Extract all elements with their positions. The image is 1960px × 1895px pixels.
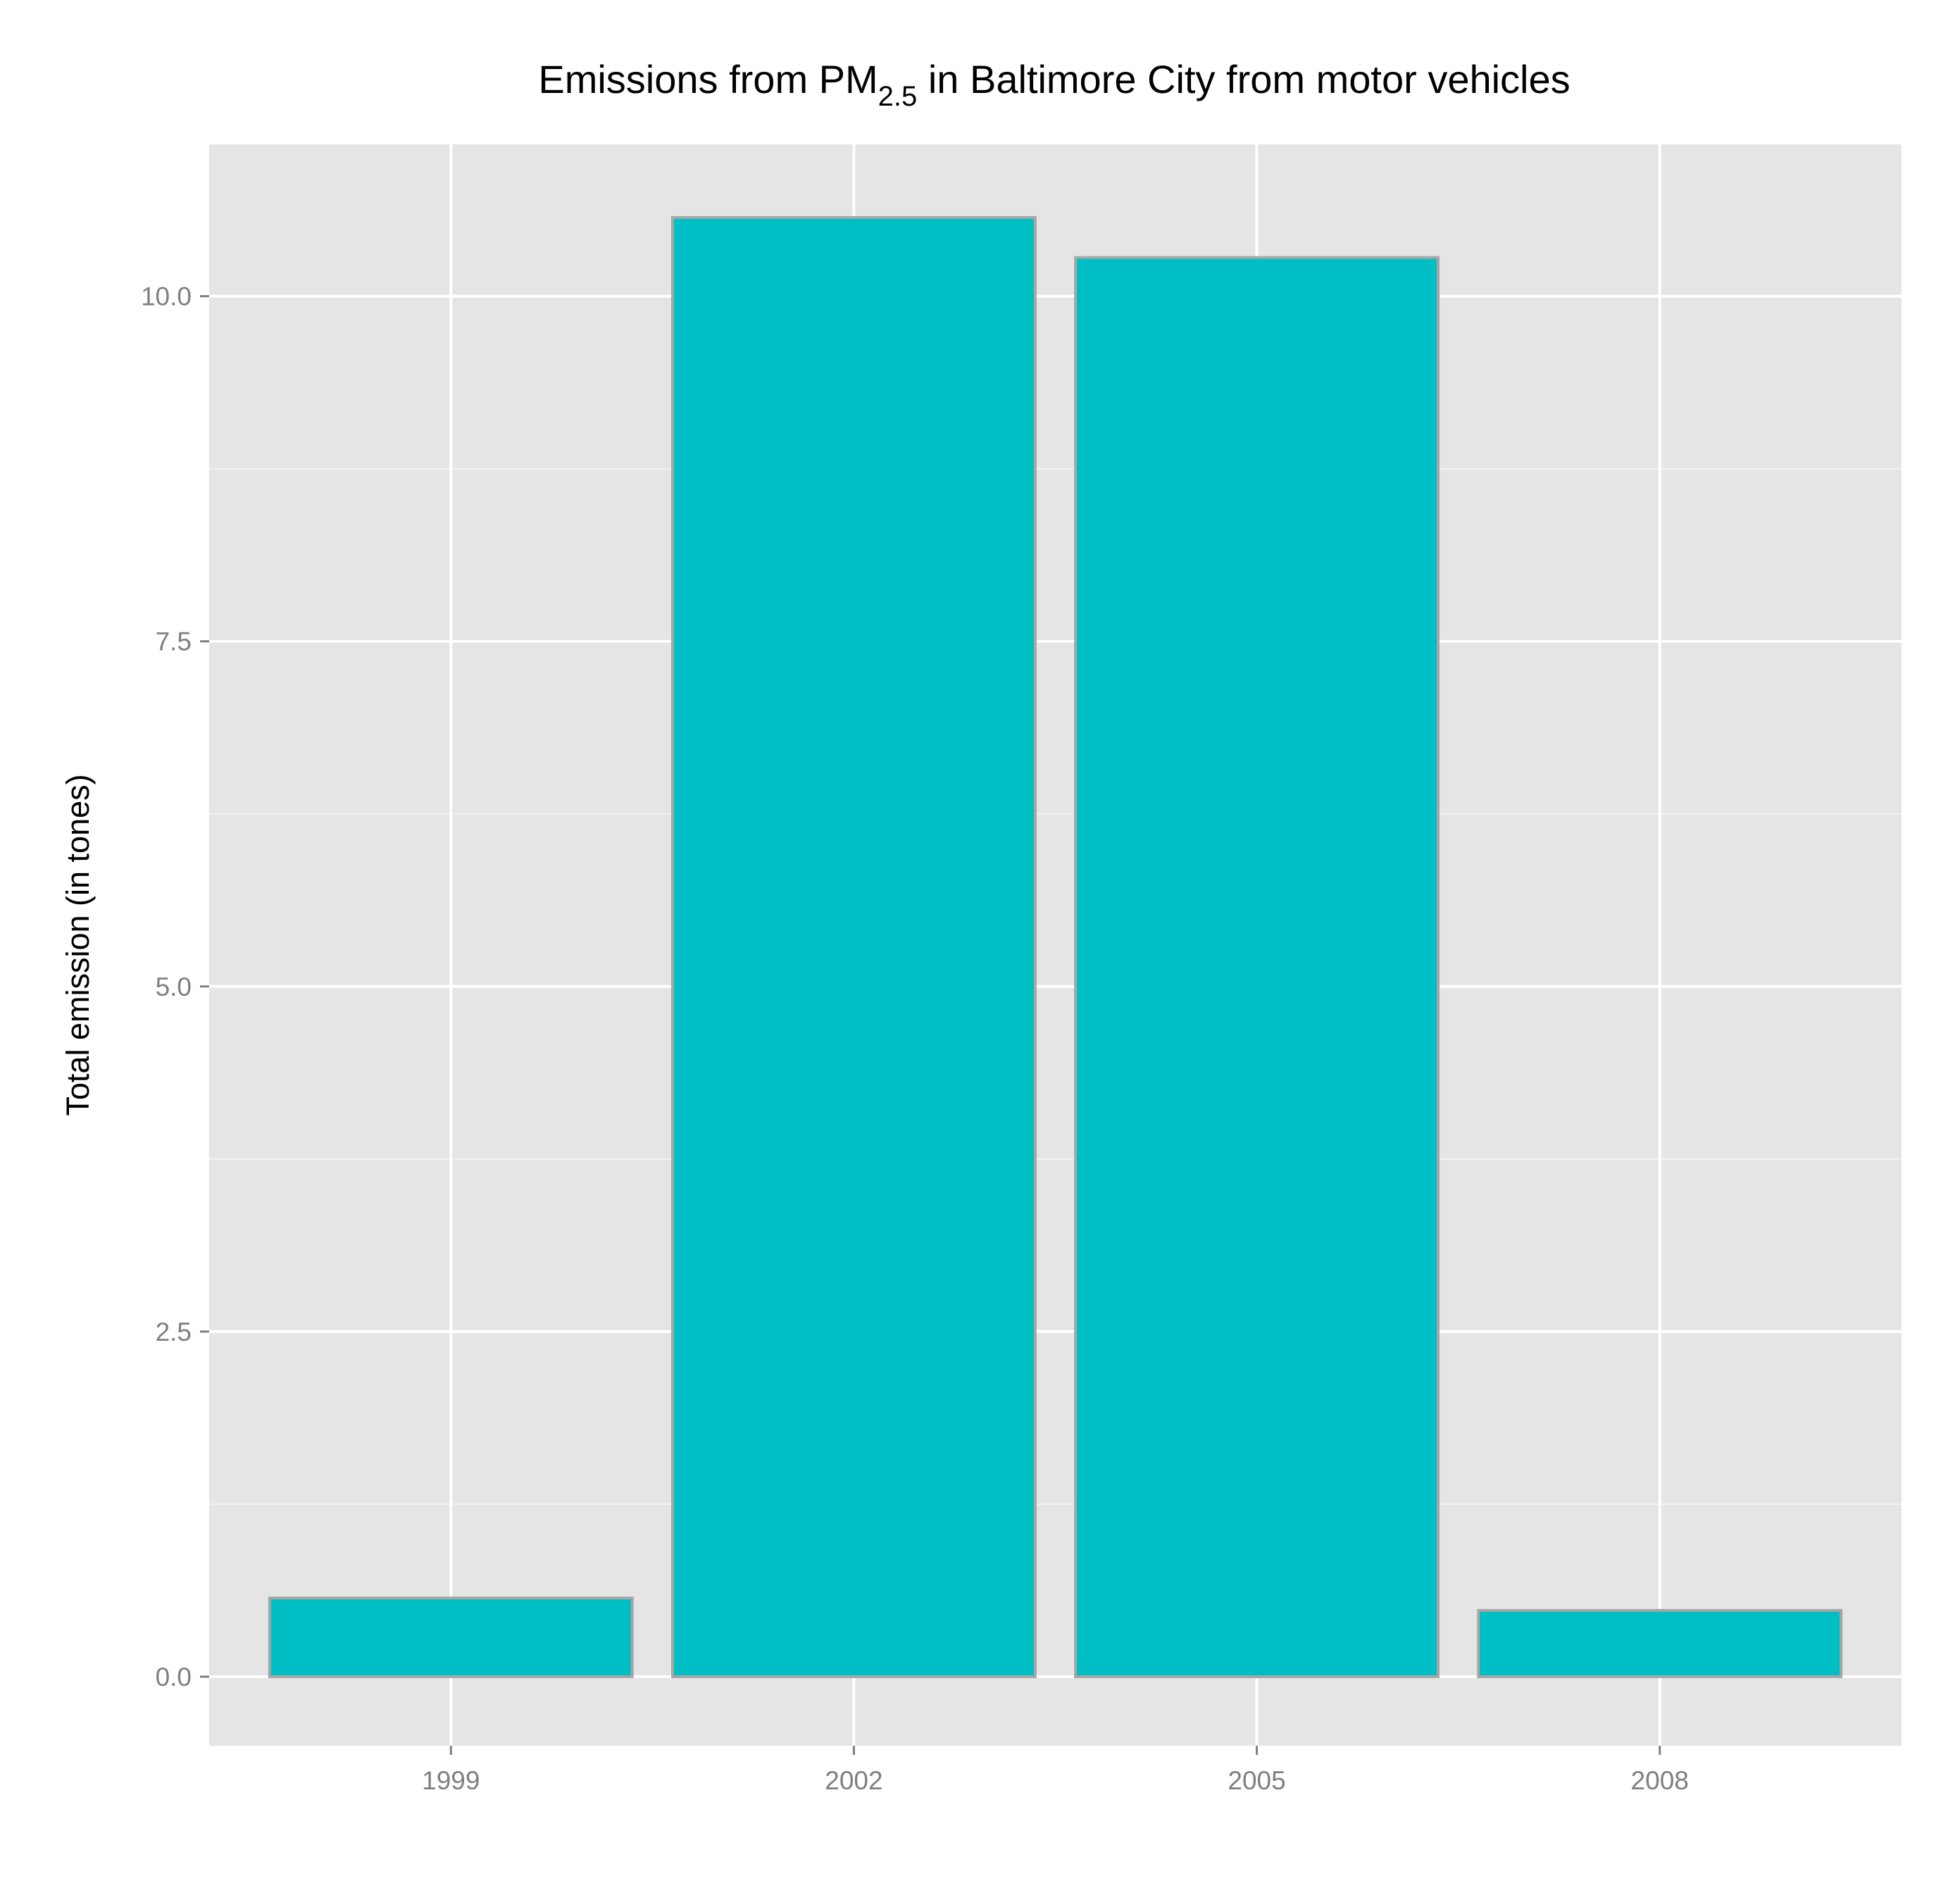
x-tick-label: 2005: [1228, 1766, 1285, 1795]
y-tick-label: 5.0: [156, 972, 192, 1001]
y-tick-label: 7.5: [156, 627, 192, 656]
x-tick-label: 1999: [422, 1766, 480, 1795]
chart-title-suffix: in Baltimore City from motor vehicles: [917, 57, 1570, 101]
x-tick-label: 2008: [1631, 1766, 1689, 1795]
bars: [268, 215, 1843, 1678]
y-axis: 0.0 2.5 5.0 7.5 10.0: [141, 282, 209, 1691]
y-axis-label: Total emission (in tones): [60, 774, 96, 1115]
bar-1999: [268, 1596, 634, 1678]
bar-2002: [670, 215, 1037, 1678]
y-tick-label: 10.0: [141, 282, 192, 311]
panel-background: [209, 144, 1902, 1746]
x-axis: 1999 2002 2005 2008: [422, 1746, 1689, 1795]
y-tick-label: 2.5: [156, 1318, 192, 1346]
chart-title-subscript: 2.5: [878, 81, 918, 112]
x-tick-label: 2002: [825, 1766, 882, 1795]
y-tick-label: 0.0: [156, 1663, 192, 1691]
bar-2008: [1477, 1608, 1843, 1678]
chart-title: Emissions from PM2.5 in Baltimore City f…: [538, 57, 1570, 112]
bar-2005: [1074, 256, 1440, 1678]
minor-gridlines: [209, 468, 1902, 1505]
chart-title-prefix: Emissions from PM: [538, 57, 878, 101]
